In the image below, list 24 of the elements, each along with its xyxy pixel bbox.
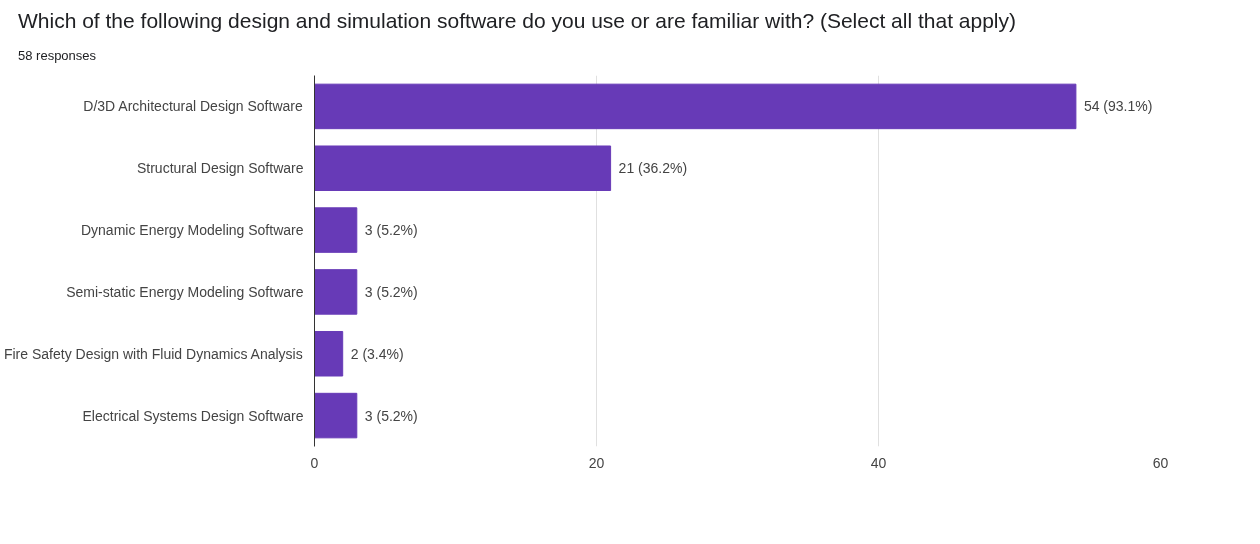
x-tick-label: 20 [588, 454, 605, 471]
data-label: 2 (3.4%) [350, 345, 404, 362]
data-label: 3 (5.2%) [364, 222, 418, 239]
x-tick-label: 60 [1152, 454, 1169, 471]
chart-title: Which of the following design and simulation software do you use or are familiar with? (Select all that apply) [18, 8, 1017, 34]
bar [314, 392, 358, 439]
data-label: 3 (5.2%) [364, 407, 418, 424]
y-tick-label: Electrical Systems Design Software [82, 407, 304, 424]
bar [314, 145, 612, 192]
bar [314, 83, 1077, 130]
text: 58 responses [18, 46, 97, 65]
bar [314, 207, 358, 253]
y-tick-label: Dynamic Energy Modeling Software [80, 222, 304, 239]
data-label: 21 (36.2%) [618, 160, 688, 177]
y-tick-label: Fire Safety Design with Fluid Dynamics Analysis [3, 345, 303, 362]
bar [314, 331, 344, 377]
y-tick-label: D/3D Architectural Design Software [83, 98, 303, 115]
bar [314, 269, 358, 315]
x-tick-label: 0 [310, 454, 319, 471]
x-tick-label: 40 [870, 454, 887, 471]
y-tick-label: Semi-static Energy Modeling Software [66, 283, 304, 300]
y-tick-label: Structural Design Software [136, 160, 304, 177]
data-label: 54 (93.1%) [1083, 98, 1153, 115]
data-label: 3 (5.2%) [364, 283, 418, 300]
